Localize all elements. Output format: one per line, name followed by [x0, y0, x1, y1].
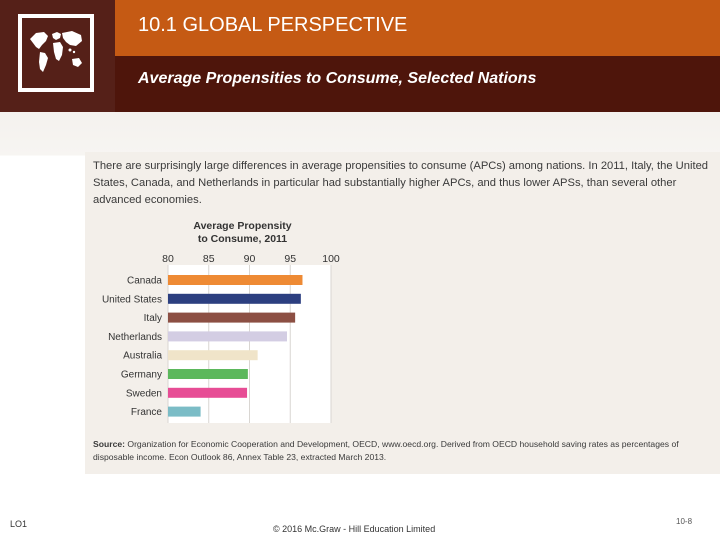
- copyright: © 2016 Mc.Graw - Hill Education Limited: [273, 524, 436, 534]
- source-text: Organization for Economic Cooperation an…: [93, 439, 679, 462]
- logo-panel: [0, 0, 115, 112]
- bar: [168, 331, 287, 342]
- header-title-bar: [0, 0, 720, 56]
- page-title: 10.1 GLOBAL PERSPECTIVE: [138, 14, 408, 36]
- bar: [168, 369, 248, 379]
- x-tick-label: 100: [322, 253, 340, 265]
- x-tick-label: 80: [162, 253, 174, 265]
- chart-title-line-1: Average Propensity: [193, 220, 292, 232]
- source-note: Source: Organization for Economic Cooper…: [93, 438, 693, 464]
- bar: [168, 387, 248, 398]
- category-label: United States: [102, 294, 162, 305]
- world-map-icon: [18, 14, 94, 92]
- page-number: 10-8: [676, 517, 693, 526]
- category-label: Netherlands: [108, 332, 162, 343]
- category-label: Sweden: [126, 388, 162, 399]
- apc-bar-chart: 80 85 90 95 100 Canada United States Italy Nethe…: [102, 253, 340, 423]
- category-label: France: [131, 407, 163, 418]
- category-label: Australia: [123, 351, 162, 362]
- bar: [168, 275, 303, 285]
- learning-objective: LO1: [10, 519, 28, 529]
- intro-text: There are surprisingly large differences…: [93, 160, 709, 206]
- category-label: Italy: [144, 313, 162, 324]
- bar: [168, 293, 301, 304]
- x-tick-label: 90: [244, 253, 256, 265]
- bar: [168, 406, 201, 417]
- chart-title: Average Propensity to Consume, 2011: [170, 220, 315, 246]
- source-label: Source:: [93, 439, 125, 449]
- category-label: Germany: [121, 370, 162, 381]
- bar: [168, 350, 258, 361]
- x-tick-label: 85: [203, 253, 215, 265]
- page-subtitle: Average Propensities to Consume, Selecte…: [138, 70, 537, 87]
- x-tick-label: 95: [284, 253, 296, 265]
- bar: [168, 312, 296, 323]
- chart-title-line-2: to Consume, 2011: [197, 233, 288, 245]
- category-label: Canada: [127, 276, 162, 287]
- header-subtitle-bar: [0, 56, 720, 112]
